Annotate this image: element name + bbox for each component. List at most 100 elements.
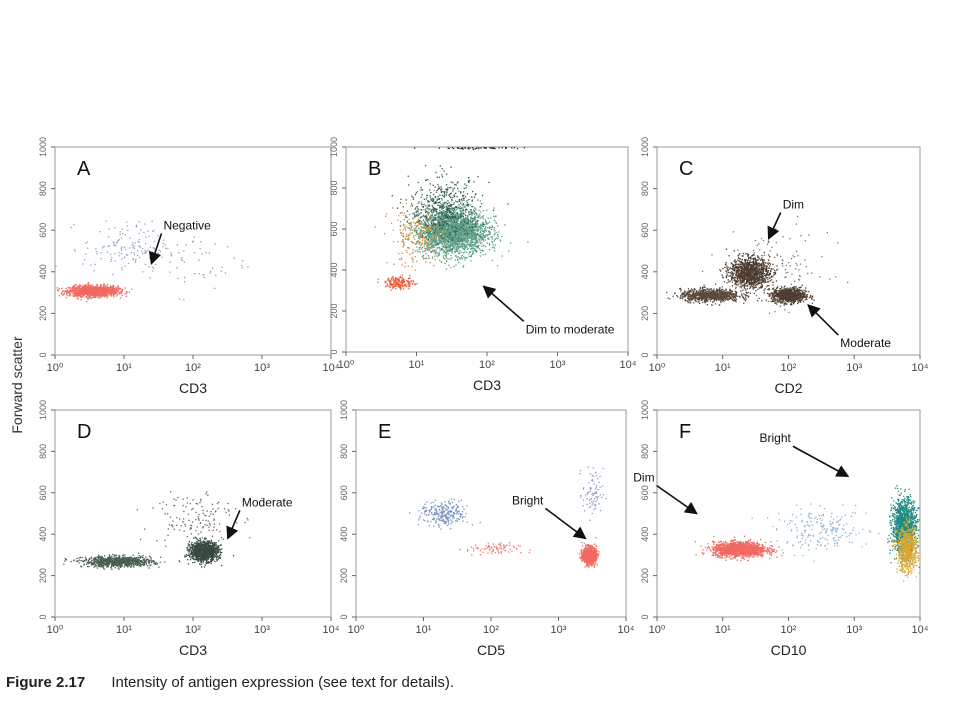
data-point <box>458 257 461 259</box>
data-point <box>105 293 107 295</box>
data-point <box>56 287 58 289</box>
data-point <box>144 250 146 252</box>
data-point <box>99 294 102 296</box>
data-point <box>408 233 410 235</box>
data-point <box>483 229 485 232</box>
data-point <box>442 217 444 219</box>
data-point <box>468 224 470 226</box>
data-point <box>440 203 442 205</box>
data-point <box>432 231 434 233</box>
data-point <box>470 245 472 247</box>
data-point <box>433 236 436 238</box>
data-point <box>434 245 436 247</box>
data-point <box>471 221 473 223</box>
data-point <box>450 166 452 168</box>
data-point <box>457 181 459 183</box>
data-point <box>102 291 104 294</box>
data-point <box>85 285 87 287</box>
data-point <box>443 245 445 247</box>
data-point <box>431 223 434 225</box>
data-point <box>426 230 428 232</box>
data-point <box>488 231 490 233</box>
data-point <box>92 287 94 290</box>
data-point <box>433 230 435 232</box>
data-point <box>456 238 458 240</box>
data-point <box>434 251 436 253</box>
data-point <box>462 195 464 197</box>
data-point <box>436 189 438 191</box>
data-point <box>457 220 459 222</box>
data-point <box>152 230 154 233</box>
data-point <box>466 199 468 202</box>
data-point <box>103 283 105 285</box>
data-point <box>441 225 443 228</box>
data-point <box>454 259 456 261</box>
data-point <box>177 277 179 280</box>
data-point <box>87 282 89 284</box>
data-point <box>403 244 405 246</box>
data-point <box>468 181 470 184</box>
data-point <box>86 288 88 290</box>
data-point <box>428 200 430 203</box>
data-point <box>418 223 420 226</box>
data-point <box>446 203 448 205</box>
data-point <box>489 227 491 230</box>
data-point <box>69 295 71 297</box>
data-point <box>450 213 452 216</box>
data-point <box>426 237 428 240</box>
data-point <box>473 181 475 183</box>
data-point <box>391 195 393 197</box>
data-point <box>144 223 146 225</box>
data-point <box>464 210 466 212</box>
data-point <box>467 219 469 221</box>
data-point <box>464 221 466 223</box>
data-point <box>474 215 476 217</box>
data-point <box>126 254 129 256</box>
data-point <box>465 209 467 211</box>
data-point <box>450 205 452 207</box>
data-point <box>123 257 126 259</box>
data-point <box>481 216 484 218</box>
data-point <box>92 284 94 286</box>
data-point <box>410 240 413 242</box>
data-point <box>434 240 436 243</box>
data-point <box>93 270 95 272</box>
data-point <box>76 291 78 293</box>
data-point <box>444 245 446 247</box>
data-point <box>79 296 81 298</box>
data-point <box>442 249 444 251</box>
data-point <box>462 231 464 233</box>
data-point <box>446 228 448 230</box>
data-point <box>445 240 447 243</box>
data-point <box>465 233 468 235</box>
data-point <box>413 234 415 236</box>
data-point <box>471 217 474 219</box>
data-point <box>474 228 476 231</box>
data-point <box>95 287 97 289</box>
data-point <box>471 223 473 225</box>
data-point <box>421 223 424 225</box>
data-point <box>444 202 446 204</box>
data-point <box>433 228 436 231</box>
data-point <box>442 207 444 209</box>
data-point <box>419 235 422 237</box>
data-point <box>483 235 485 237</box>
data-point <box>430 200 432 202</box>
data-point <box>429 243 431 245</box>
data-point <box>482 225 485 228</box>
data-point <box>443 216 445 219</box>
data-point <box>427 211 429 213</box>
data-point <box>455 233 458 235</box>
data-point <box>116 289 119 291</box>
data-point <box>429 231 432 233</box>
data-point <box>477 246 480 248</box>
data-point <box>110 253 112 255</box>
data-point <box>417 211 419 213</box>
data-point <box>91 296 94 298</box>
data-point <box>430 218 432 220</box>
data-point <box>464 220 466 222</box>
data-point <box>443 242 446 244</box>
data-point <box>111 293 113 295</box>
data-point <box>465 208 468 210</box>
data-point <box>438 213 441 215</box>
